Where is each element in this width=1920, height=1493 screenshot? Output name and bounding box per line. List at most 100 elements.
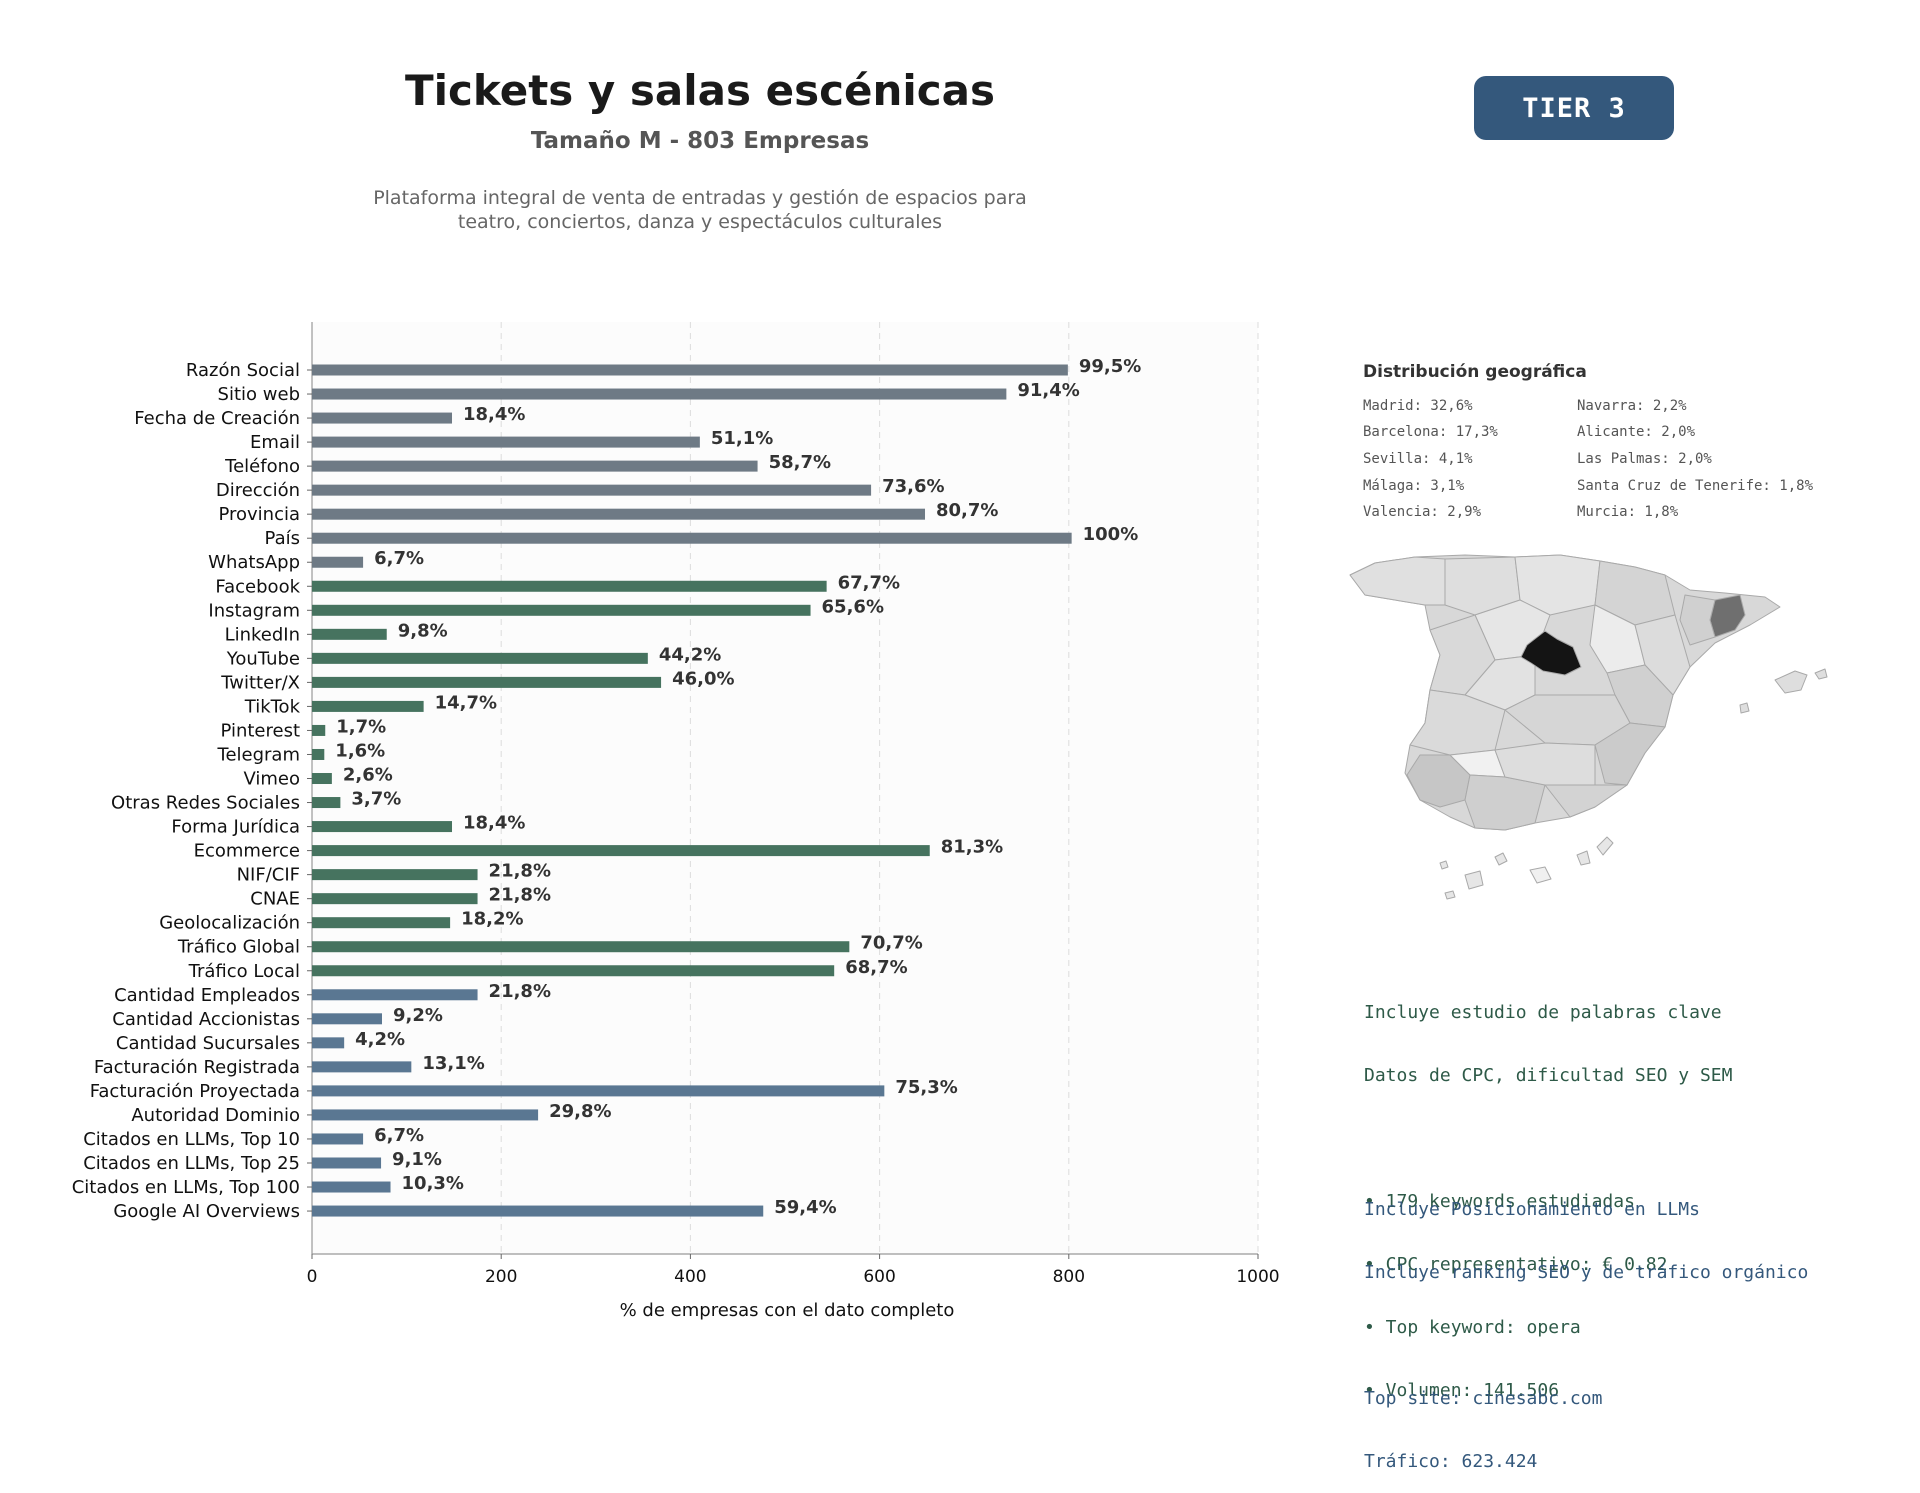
page-title: Tickets y salas escénicas [404, 66, 996, 115]
category-label: Facturación Proyectada [90, 1081, 300, 1102]
category-label: Facebook [215, 576, 300, 597]
value-label: 51,1% [711, 428, 773, 449]
category-label: Citados en LLMs, Top 100 [72, 1177, 300, 1198]
value-label: 4,2% [355, 1029, 405, 1050]
value-label: 13,1% [422, 1053, 484, 1074]
category-label: Ecommerce [194, 841, 300, 862]
map-region [1679, 594, 1716, 646]
map-region [1409, 689, 1506, 756]
llm-line: Top site: cinesabc.com [1364, 1388, 1603, 1409]
category-label: Instagram [208, 600, 300, 621]
bar [312, 821, 453, 833]
bar [312, 941, 850, 953]
tier-badge: TIER 3 [1474, 76, 1674, 140]
bar [312, 676, 662, 688]
category-label: Citados en LLMs, Top 25 [83, 1153, 300, 1174]
bar [312, 1205, 764, 1217]
bar [312, 845, 930, 857]
category-label: Email [250, 432, 300, 453]
x-tick-label: 600 [863, 1267, 895, 1287]
value-label: 21,8% [489, 981, 551, 1002]
geo-item: Valencia: 2,9% [1363, 504, 1482, 520]
bar [312, 604, 811, 616]
bar [312, 364, 1068, 376]
map-region-madrid [1520, 630, 1582, 676]
value-label: 80,7% [936, 500, 998, 521]
geo-item: Alicante: 2,0% [1577, 424, 1696, 440]
value-label: 73,6% [882, 476, 944, 497]
geo-item: Santa Cruz de Tenerife: 1,8% [1577, 478, 1814, 494]
category-label: Tráfico Global [177, 937, 300, 958]
map-region [1544, 784, 1628, 818]
description-line: teatro, conciertos, danza y espectáculos… [457, 211, 943, 233]
value-label: 29,8% [549, 1101, 611, 1122]
category-label: Geolocalización [159, 913, 300, 934]
geo-item: Madrid: 32,6% [1363, 398, 1473, 414]
llm-line: Incluye ranking SEO y de tráfico orgánic… [1364, 1262, 1809, 1283]
value-label: 70,7% [860, 933, 922, 954]
value-label: 18,4% [463, 813, 525, 834]
llm-info-block: Incluye Posicionamiento en LLMs Incluye … [1364, 1157, 1808, 1493]
value-label: 14,7% [435, 692, 497, 713]
seo-line [1364, 1128, 1732, 1149]
category-label: Cantidad Sucursales [116, 1033, 300, 1054]
value-label: 9,8% [398, 620, 448, 641]
value-label: 18,4% [463, 404, 525, 425]
category-label: TikTok [244, 696, 301, 717]
category-label: Cantidad Empleados [114, 985, 300, 1006]
value-label: 3,7% [351, 789, 401, 810]
bar [312, 652, 648, 664]
geo-item: Barcelona: 17,3% [1363, 424, 1498, 440]
bar [312, 989, 478, 1001]
value-label: 6,7% [374, 1125, 424, 1146]
map-island [1774, 670, 1808, 694]
bar [312, 1157, 382, 1169]
value-label: 1,6% [335, 740, 385, 761]
bar [312, 893, 478, 905]
page-description: Plataforma integral de venta de entradas… [300, 186, 1100, 234]
bar [312, 388, 1007, 400]
value-label: 91,4% [1017, 380, 1079, 401]
spain-choropleth-map [1349, 554, 1828, 900]
seo-info-block: Incluye estudio de palabras clave Datos … [1364, 960, 1732, 1422]
map-island [1444, 890, 1456, 900]
page-subtitle: Tamaño M - 803 Empresas [530, 128, 870, 154]
bar [312, 1085, 885, 1097]
category-label: País [265, 528, 300, 549]
category-label: Citados en LLMs, Top 10 [83, 1129, 300, 1150]
value-label: 99,5% [1079, 356, 1141, 377]
category-label: Provincia [218, 504, 300, 525]
value-label: 9,2% [393, 1005, 443, 1026]
map-region [1634, 614, 1691, 696]
x-tick-label: 1000 [1236, 1267, 1279, 1287]
bar [312, 1013, 383, 1025]
value-label: 68,7% [845, 957, 907, 978]
seo-line: Incluye estudio de palabras clave [1364, 1002, 1722, 1023]
value-label: 21,8% [489, 885, 551, 906]
map-island [1576, 850, 1591, 866]
category-label: Forma Jurídica [171, 817, 300, 838]
bar [312, 628, 387, 640]
bar [312, 869, 478, 881]
bar [312, 580, 827, 592]
seo-line: • Top keyword: opera [1364, 1317, 1581, 1338]
bar [312, 508, 926, 520]
category-label: Otras Redes Sociales [111, 793, 300, 814]
bar [312, 724, 326, 736]
bar [312, 412, 453, 424]
x-axis-label: % de empresas con el dato completo [620, 1300, 955, 1321]
value-label: 2,6% [343, 765, 393, 786]
category-label: Tráfico Local [188, 961, 300, 982]
value-label: 58,7% [769, 452, 831, 473]
category-label: Cantidad Accionistas [112, 1009, 300, 1030]
plot-background [312, 322, 1258, 1254]
geo-item: Málaga: 3,1% [1363, 478, 1465, 494]
category-label: Telegram [217, 744, 300, 765]
seo-line: Datos de CPC, dificultad SEO y SEM [1364, 1065, 1733, 1086]
geo-distribution-title: Distribución geográfica [1363, 362, 1587, 382]
category-label: Pinterest [220, 720, 300, 741]
value-label: 6,7% [374, 548, 424, 569]
bar [312, 965, 835, 977]
description-line: Plataforma integral de venta de entradas… [373, 187, 1027, 209]
category-label: Autoridad Dominio [131, 1105, 300, 1126]
